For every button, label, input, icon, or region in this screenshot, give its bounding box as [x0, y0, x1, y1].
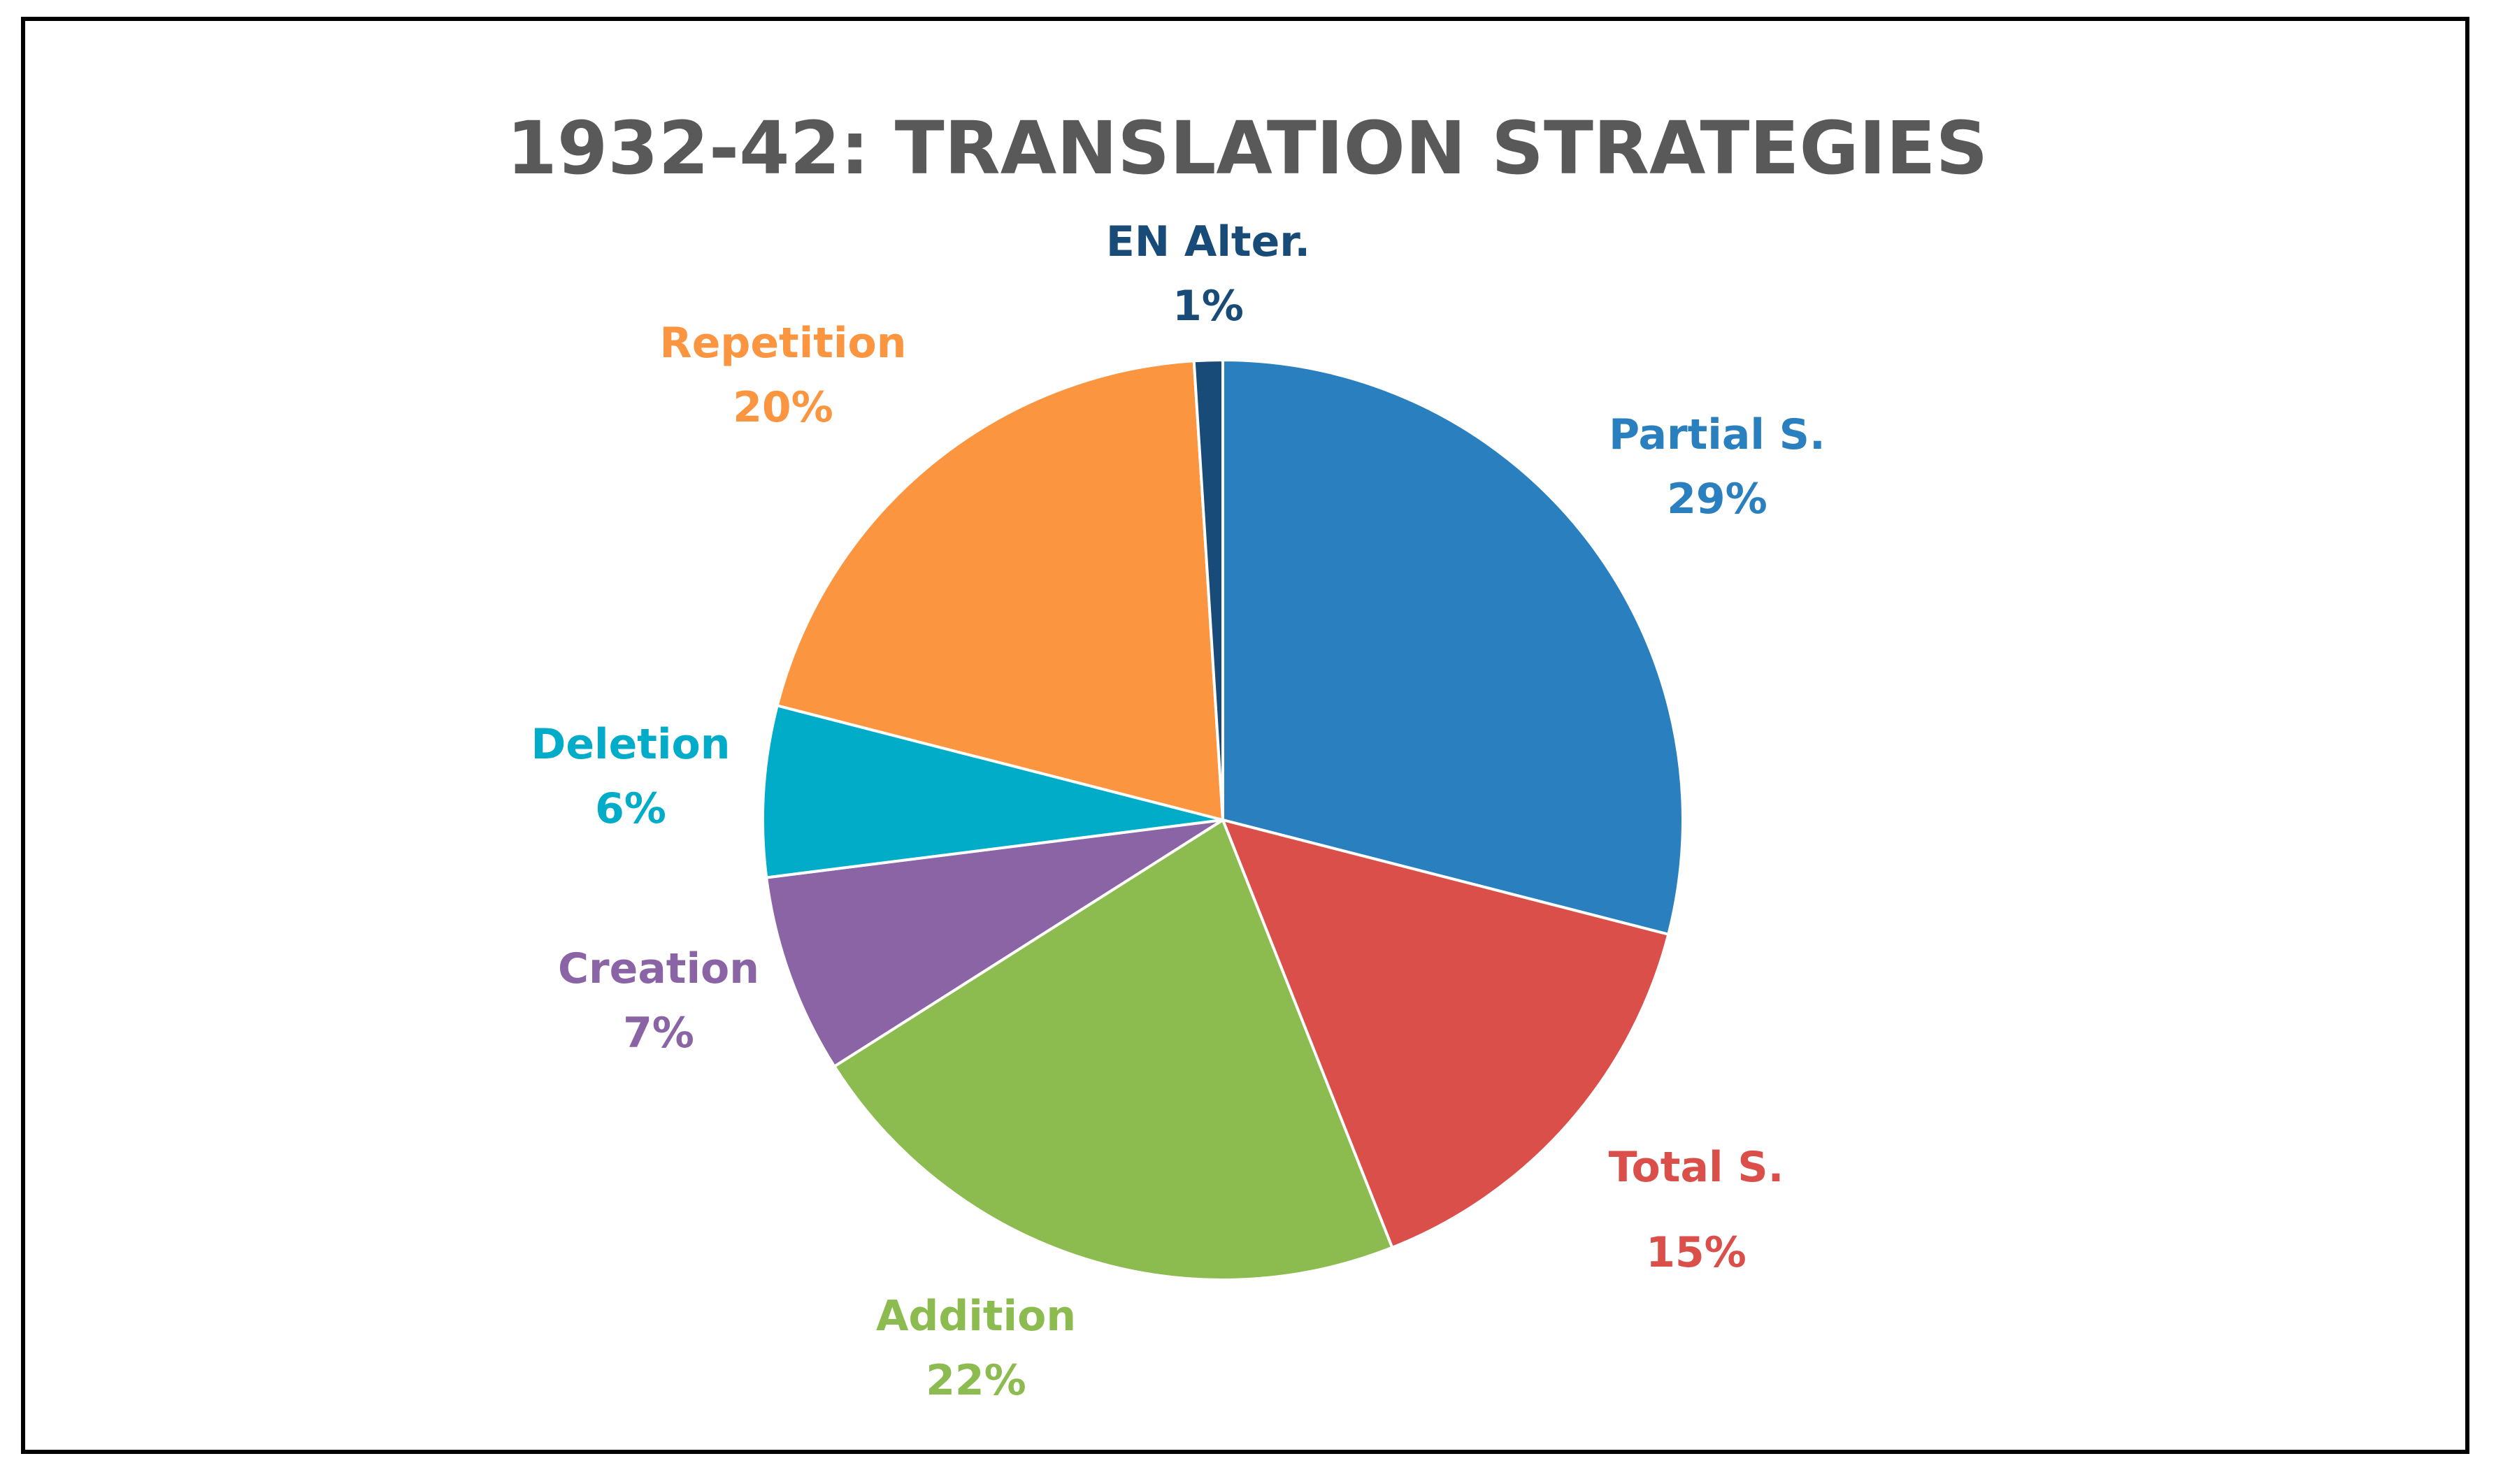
slice-value-partial-s: 29% [1667, 475, 1767, 524]
slice-value-en-alter: 1% [1172, 282, 1244, 331]
slice-value-deletion: 6% [595, 784, 666, 833]
pie-slices [761, 359, 1684, 1281]
pie-slice-creation [765, 819, 1224, 1068]
slice-value-addition: 22% [926, 1356, 1026, 1405]
pie-labels: Partial S. 29% Total S. 15% Addition 22% Creat… [531, 217, 1826, 1405]
pie-slice-addition [833, 819, 1394, 1281]
slice-label-repetition: Repetition [660, 319, 907, 368]
pie-slice-en-alter [1192, 359, 1224, 821]
pie-slice-repetition [775, 359, 1224, 821]
slice-label-en-alter: EN Alter. [1106, 217, 1310, 266]
slice-label-total-s: Total S. [1609, 1143, 1784, 1192]
slice-label-deletion: Deletion [531, 720, 731, 769]
pie-slice-total-s [1221, 819, 1670, 1249]
slice-value-repetition: 20% [733, 383, 833, 432]
slice-label-creation: Creation [558, 944, 759, 993]
chart-frame: 1932-42: TRANSLATION STRATEGIES Partial … [21, 17, 2469, 1454]
chart-title: 1932-42: TRANSLATION STRATEGIES [507, 106, 1988, 191]
pie-chart: 1932-42: TRANSLATION STRATEGIES Partial … [507, 106, 1988, 1405]
pie-slice-partial-s [1221, 359, 1684, 936]
slice-label-addition: Addition [876, 1292, 1076, 1341]
pie-slice-deletion [761, 704, 1224, 879]
slice-value-creation: 7% [623, 1009, 694, 1058]
slice-value-total-s: 15% [1646, 1228, 1747, 1277]
slice-label-partial-s: Partial S. [1609, 410, 1826, 459]
